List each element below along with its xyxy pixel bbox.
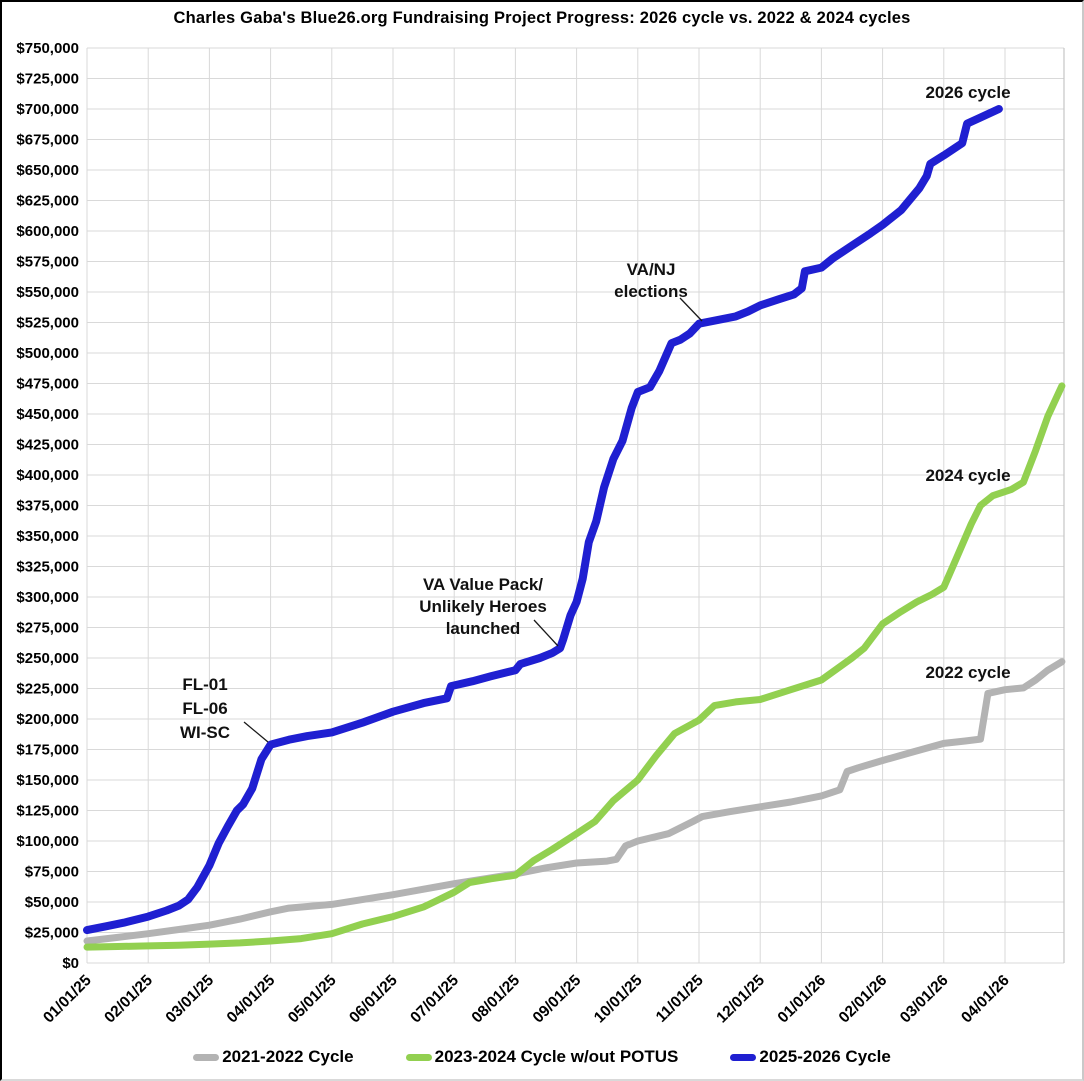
legend-label: 2023-2024 Cycle w/out POTUS <box>434 1047 679 1066</box>
y-axis-tick-label: $650,000 <box>16 162 79 179</box>
x-axis-tick-label: 03/01/26 <box>897 972 952 1027</box>
x-axis-tick-label: 06/01/25 <box>346 972 401 1027</box>
y-axis-tick-label: $375,000 <box>16 498 79 515</box>
y-axis-tick-label: $325,000 <box>16 559 79 576</box>
x-axis-tick-label: 10/01/25 <box>591 972 646 1027</box>
x-axis-tick-label: 04/01/25 <box>224 972 279 1027</box>
y-axis-tick-label: $275,000 <box>16 620 79 637</box>
series-line-2025-2026-cycle <box>83 105 1003 935</box>
legend-label: 2025-2026 Cycle <box>759 1047 891 1066</box>
fundraising-line-chart: $750,000 $725,000 $700,000 $675,000 $650,000… <box>16 40 1066 1027</box>
legend-label: 2021-2022 Cycle <box>222 1047 354 1066</box>
y-axis-tick-label: $475,000 <box>16 376 79 393</box>
y-axis-tick-label: $50,000 <box>25 894 79 911</box>
x-axis-tick-label: 08/01/25 <box>469 972 524 1027</box>
y-axis-tick-label: $175,000 <box>16 742 79 759</box>
legend-marker-icon <box>193 1053 220 1061</box>
y-axis-tick-label: $700,000 <box>16 101 79 118</box>
y-axis-tick-label: $500,000 <box>16 345 79 362</box>
y-axis-tick-label: $200,000 <box>16 711 79 728</box>
legend-marker-icon <box>730 1053 757 1061</box>
annotation-va-value-pack: VA Value Pack/Unlikely Heroes launched <box>419 575 547 638</box>
y-axis-tick-label: $675,000 <box>16 132 79 149</box>
x-axis-tick-label: 09/01/25 <box>530 972 585 1027</box>
y-axis-tick-label: $0 <box>62 955 79 972</box>
label-2026-cycle: 2026 cycle <box>925 83 1010 102</box>
y-axis-tick-label: $25,000 <box>25 925 79 942</box>
y-axis-tick-label: $550,000 <box>16 284 79 301</box>
x-axis-tick-label: 11/01/25 <box>653 972 707 1026</box>
y-axis-tick-label: $400,000 <box>16 467 79 484</box>
annotation-va-nj-elections: VA/NJ elections <box>614 260 688 301</box>
y-axis-tick-label: $750,000 <box>16 40 79 57</box>
y-axis-tick-label: $600,000 <box>16 223 79 240</box>
legend-item-2025-2026-cycle: 2025-2026 Cycle <box>730 1047 891 1067</box>
x-axis-tick-label: 02/01/25 <box>101 972 156 1027</box>
chart-title: Charles Gaba's Blue26.org Fundraising Pr… <box>173 9 911 27</box>
label-2024-cycle: 2024 cycle <box>925 466 1010 485</box>
y-axis-tick-label: $575,000 <box>16 254 79 271</box>
y-axis-tick-label: $725,000 <box>16 71 79 88</box>
y-axis-tick-label: $100,000 <box>16 833 79 850</box>
y-axis-tick-label: $450,000 <box>16 406 79 423</box>
y-axis-tick-label: $75,000 <box>25 864 79 881</box>
x-axis-tick-label: 01/01/26 <box>775 972 830 1027</box>
y-axis-tick-label: $525,000 <box>16 315 79 332</box>
x-axis-tick-label: 07/01/25 <box>407 972 462 1027</box>
y-axis-tick-label: $225,000 <box>16 681 79 698</box>
annotation-fl01-fl06-wisc-pointer-line <box>243 721 269 743</box>
legend-item-2023-2024-cycle-w-out-potus: 2023-2024 Cycle w/out POTUS <box>405 1047 679 1067</box>
x-axis-tick-label: 01/01/25 <box>40 972 95 1027</box>
x-axis-tick-label: 02/01/26 <box>836 972 891 1027</box>
x-axis-tick-label: 05/01/25 <box>285 972 340 1027</box>
x-axis-tick-label: 12/01/25 <box>713 972 768 1027</box>
annotation-va-value-pack-pointer-line <box>533 619 559 647</box>
y-axis-tick-label: $350,000 <box>16 528 79 545</box>
y-axis-tick-label: $150,000 <box>16 772 79 789</box>
series-line-2021-2022-cycle <box>83 658 1066 945</box>
y-axis-tick-label: $125,000 <box>16 803 79 820</box>
x-axis-tick-label: 04/01/26 <box>958 972 1013 1027</box>
annotation-va-nj-elections-pointer-line <box>679 297 703 322</box>
legend-item-2021-2022-cycle: 2021-2022 Cycle <box>193 1047 354 1067</box>
label-2022-cycle: 2022 cycle <box>925 663 1010 682</box>
legend-marker-icon <box>405 1053 432 1061</box>
y-axis-tick-label: $425,000 <box>16 437 79 454</box>
legend: 2021-2022 Cycle 2023-2024 Cycle w/out POT… <box>2 1047 1082 1067</box>
y-axis-tick-label: $300,000 <box>16 589 79 606</box>
annotation-fl01-fl06-wisc: FL-01 FL-06 WI-SC <box>180 675 230 742</box>
series-line-2023-2024-cycle-w-out-potus <box>83 382 1066 951</box>
y-axis-tick-label: $250,000 <box>16 650 79 667</box>
x-axis-tick-label: 03/01/25 <box>163 972 218 1027</box>
y-axis-tick-label: $625,000 <box>16 193 79 210</box>
